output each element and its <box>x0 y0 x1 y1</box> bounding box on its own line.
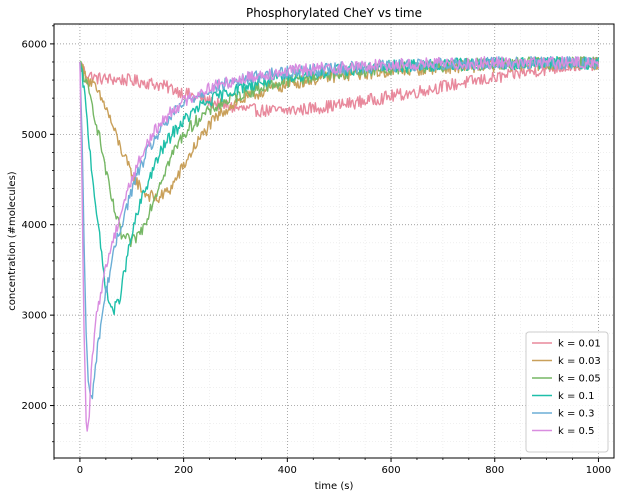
legend-label: k = 0.05 <box>558 374 601 385</box>
series-line <box>79 55 599 400</box>
y-axis-label: concentration (#molecules) <box>7 171 18 310</box>
y-tick-label: 6000 <box>22 39 47 50</box>
legend-box <box>525 331 609 453</box>
x-tick-label: 200 <box>174 465 193 476</box>
y-axis-ticks: 2000 3000 4000 5000 6000 <box>22 25 54 443</box>
x-axis-label: time (s) <box>315 481 354 492</box>
legend: k = 0.01 k = 0.03 k = 0.05 k = 0.1 k = 0.3 k … <box>525 331 609 453</box>
x-axis-ticks: 0 200 400 600 800 1000 <box>53 458 611 476</box>
x-tick-label: 600 <box>381 465 400 476</box>
chart-title: Phosphorylated CheY vs time <box>246 6 422 20</box>
y-tick-label: 2000 <box>22 401 47 412</box>
legend-label: k = 0.01 <box>558 339 601 350</box>
series-lines <box>79 55 600 432</box>
legend-label: k = 0.3 <box>558 409 594 420</box>
legend-label: k = 0.1 <box>558 391 594 402</box>
y-tick-label: 3000 <box>22 311 47 322</box>
legend-label: k = 0.5 <box>558 426 594 437</box>
major-grid <box>54 24 614 458</box>
y-tick-label: 5000 <box>22 130 47 141</box>
legend-label: k = 0.03 <box>558 356 601 367</box>
series-line <box>79 55 600 316</box>
series-line <box>79 55 600 432</box>
plot-frame <box>53 23 615 459</box>
x-tick-label: 800 <box>485 465 504 476</box>
x-tick-label: 0 <box>77 465 83 476</box>
y-tick-label: 4000 <box>22 220 47 231</box>
x-tick-label: 1000 <box>586 465 611 476</box>
x-tick-label: 400 <box>278 465 297 476</box>
